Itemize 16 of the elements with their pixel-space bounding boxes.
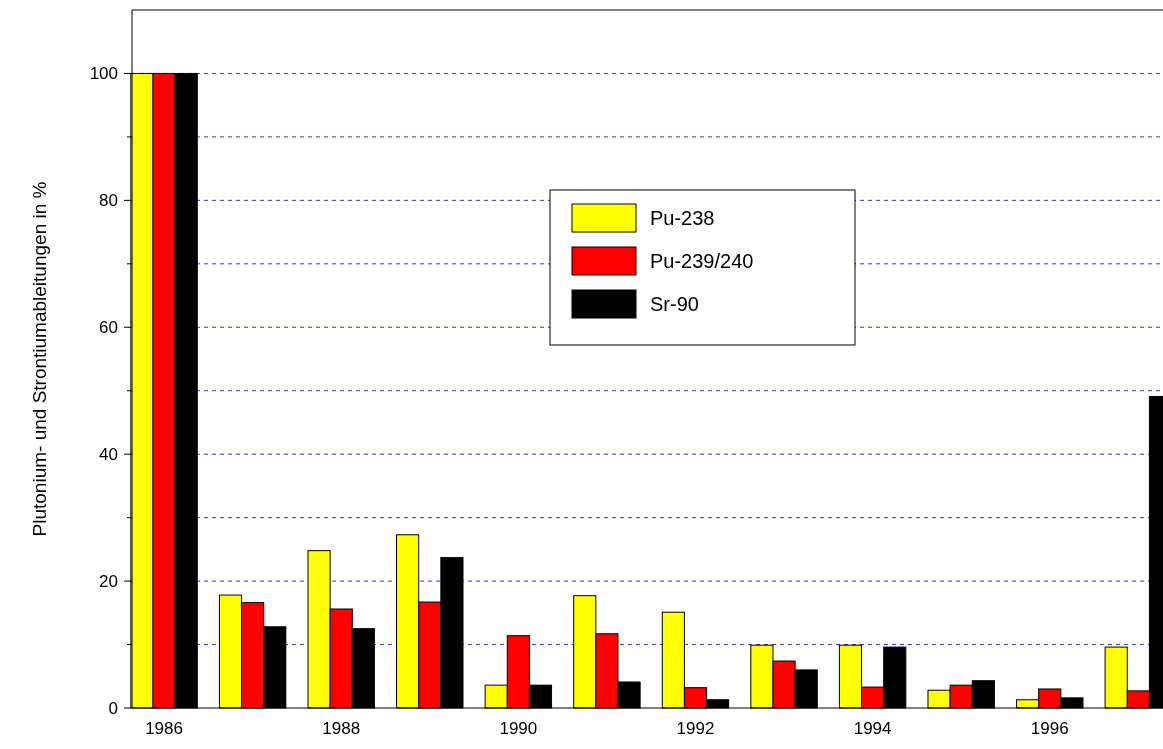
y-tick-label: 20 [99, 572, 118, 592]
legend-label: Pu-238 [650, 207, 715, 229]
y-tick-label: 60 [99, 318, 118, 338]
legend-label: Sr-90 [650, 293, 699, 315]
x-tick-label: 1994 [853, 719, 892, 738]
x-tick-label: 1996 [1030, 719, 1069, 738]
x-tick-label: 1986 [145, 719, 183, 738]
y-axis-title: Plutonium- und Strontiumableitungen in % [29, 181, 50, 537]
x-tick-label: 1992 [676, 719, 715, 738]
y-tick-label: 40 [99, 445, 118, 465]
y-tick-label: 100 [89, 64, 118, 84]
y-tick-label: 0 [108, 698, 118, 718]
x-tick-label: 1988 [322, 719, 361, 738]
x-tick-label: 1990 [499, 719, 538, 738]
y-tick-label: 80 [99, 191, 118, 211]
legend-label: Pu-239/240 [650, 250, 754, 272]
